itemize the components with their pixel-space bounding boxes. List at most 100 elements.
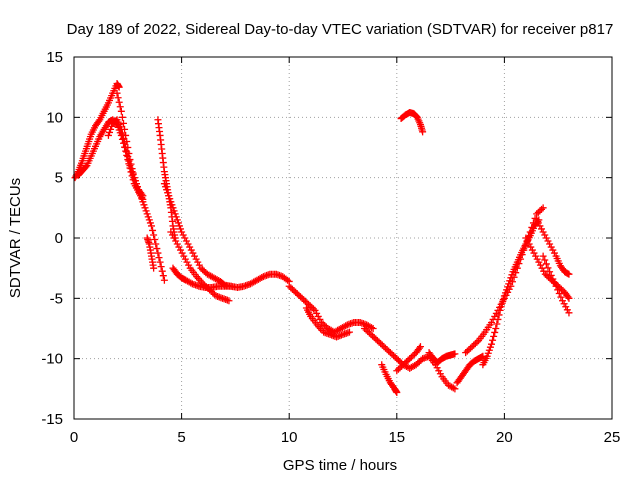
data-point: [393, 367, 401, 375]
data-point: [117, 125, 125, 133]
data-point: [129, 171, 137, 179]
data-point: [416, 343, 424, 351]
data-point: [285, 282, 293, 290]
data-point: [565, 294, 573, 302]
data-point: [463, 347, 471, 355]
data-point: [367, 331, 375, 339]
data-point: [564, 293, 572, 301]
data-point: [171, 210, 179, 218]
data-point: [128, 168, 136, 176]
data-point: [550, 279, 558, 287]
data-point: [404, 356, 412, 364]
data-point: [435, 367, 443, 375]
data-point: [173, 216, 181, 224]
series-arc5: [143, 234, 158, 272]
data-point: [365, 329, 373, 337]
data-point: [542, 234, 550, 242]
series-arc16: [425, 349, 459, 366]
data-point: [486, 343, 494, 351]
series-arc21: [533, 216, 573, 278]
data-point: [296, 293, 304, 301]
data-point: [159, 272, 167, 280]
plot-frame: [73, 56, 613, 420]
data-point: [166, 195, 174, 203]
data-point: [536, 261, 544, 269]
data-point: [116, 103, 124, 111]
data-point: [470, 341, 478, 349]
data-point: [549, 246, 557, 254]
data-point: [485, 346, 493, 354]
data-point: [197, 264, 205, 272]
data-point: [115, 83, 123, 91]
data-point: [140, 201, 148, 209]
data-points: [71, 80, 573, 396]
data-point: [385, 347, 393, 355]
data-point: [345, 328, 353, 336]
data-point: [104, 131, 112, 139]
data-point: [546, 268, 554, 276]
data-point: [493, 320, 501, 328]
data-point: [156, 258, 164, 266]
data-point: [184, 240, 192, 248]
y-tick-label: 0: [55, 230, 63, 247]
data-point: [182, 237, 190, 245]
data-point: [483, 352, 491, 360]
series-arc22: [539, 252, 573, 317]
data-point: [540, 267, 548, 275]
data-point: [497, 303, 505, 311]
data-point: [155, 254, 163, 262]
data-point: [138, 190, 146, 198]
x-tick-label: 5: [177, 429, 185, 446]
data-point: [544, 264, 552, 272]
y-tick-label: 5: [55, 170, 63, 187]
data-point: [393, 388, 401, 396]
data-point: [364, 328, 372, 336]
data-point: [185, 261, 193, 269]
data-point: [172, 237, 180, 245]
data-point: [174, 219, 182, 227]
data-point: [541, 231, 549, 239]
data-point: [533, 216, 541, 224]
data-point: [393, 355, 401, 363]
data-point: [525, 240, 533, 248]
data-point: [396, 358, 404, 366]
data-point: [539, 204, 547, 212]
data-point: [95, 117, 103, 125]
data-point: [549, 275, 557, 283]
data-point: [541, 270, 549, 278]
data-point: [145, 216, 153, 224]
data-point: [150, 231, 158, 239]
data-point: [178, 249, 186, 257]
data-point: [309, 305, 317, 313]
data-point: [124, 153, 132, 161]
data-point: [547, 243, 555, 251]
data-point: [465, 346, 473, 354]
data-point: [199, 266, 207, 274]
data-point: [186, 243, 194, 251]
data-point: [541, 256, 549, 264]
x-tick-label: 10: [281, 429, 298, 446]
data-point: [419, 128, 427, 136]
data-point: [496, 306, 504, 314]
data-point: [412, 361, 420, 369]
data-point: [369, 332, 377, 340]
data-point: [178, 228, 186, 236]
data-point: [130, 174, 138, 182]
data-point: [369, 325, 377, 332]
data-point: [191, 252, 199, 260]
data-point: [164, 189, 172, 197]
y-tick-label: -15: [41, 411, 63, 428]
x-tick-label: 15: [388, 429, 405, 446]
y-axis-label: SDTVAR / TECUs: [7, 178, 24, 298]
data-point: [539, 228, 547, 236]
data-point: [491, 328, 499, 336]
data-point: [172, 213, 180, 221]
data-point: [388, 350, 396, 358]
data-point: [153, 245, 161, 253]
data-point: [113, 89, 121, 97]
data-point: [372, 335, 380, 343]
data-point: [132, 180, 140, 188]
data-point: [194, 258, 202, 266]
data-point: [183, 258, 191, 266]
